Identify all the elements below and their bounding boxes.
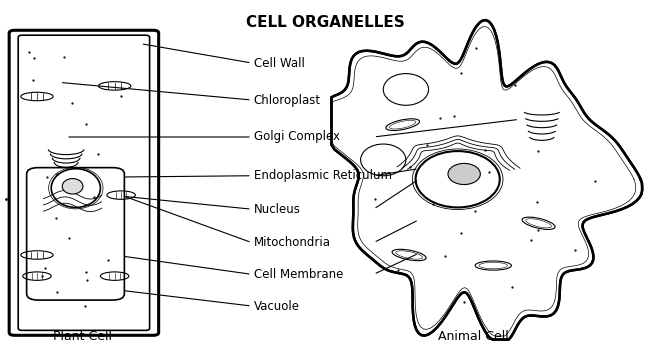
Text: Cell Wall: Cell Wall xyxy=(254,56,305,70)
Polygon shape xyxy=(332,20,642,339)
FancyBboxPatch shape xyxy=(18,35,150,331)
Text: Nucleus: Nucleus xyxy=(254,203,301,216)
Text: Mitochondria: Mitochondria xyxy=(254,236,331,249)
FancyBboxPatch shape xyxy=(27,168,124,300)
Text: Endoplasmic Reticulum: Endoplasmic Reticulum xyxy=(254,169,392,182)
Text: Animal Cell: Animal Cell xyxy=(439,330,509,343)
Ellipse shape xyxy=(448,163,480,185)
Text: Golgi Complex: Golgi Complex xyxy=(254,131,340,143)
FancyBboxPatch shape xyxy=(9,30,159,335)
Ellipse shape xyxy=(62,179,83,194)
Text: CELL ORGANELLES: CELL ORGANELLES xyxy=(246,16,404,31)
Text: Vacuole: Vacuole xyxy=(254,300,300,312)
Text: Plant Cell: Plant Cell xyxy=(53,330,112,343)
Text: Chloroplast: Chloroplast xyxy=(254,93,321,106)
Text: Cell Membrane: Cell Membrane xyxy=(254,268,343,281)
